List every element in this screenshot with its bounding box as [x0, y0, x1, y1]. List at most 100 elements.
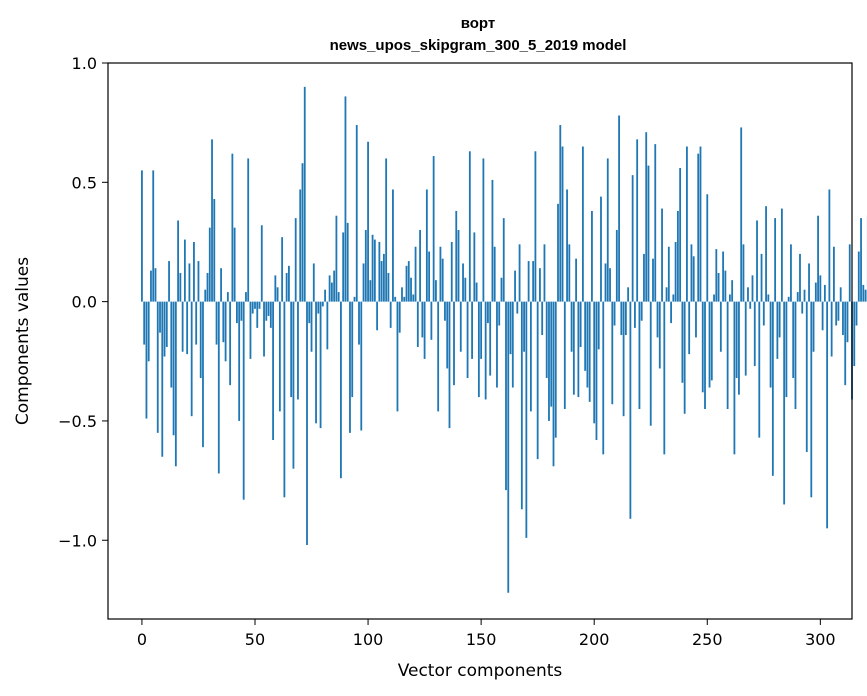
bar-45: [242, 301, 245, 500]
bar-159: [500, 277, 503, 302]
bar-50: [254, 301, 256, 309]
bar-93: [351, 301, 354, 398]
bar-292: [801, 301, 804, 314]
bar-126: [425, 189, 428, 302]
bar-129: [432, 156, 435, 302]
bar-138: [453, 301, 455, 386]
bar-209: [613, 301, 616, 326]
bar-61: [278, 301, 281, 412]
bar-29: [206, 272, 209, 302]
bar-223: [645, 132, 648, 302]
bar-90: [344, 96, 347, 302]
bar-199: [591, 210, 593, 302]
bar-150: [480, 301, 483, 359]
bar-220: [638, 301, 641, 410]
bar-188: [566, 189, 568, 302]
bar-92: [349, 301, 351, 433]
bar-63: [283, 301, 286, 498]
x-tick-label: 200: [579, 630, 610, 649]
bar-40: [231, 153, 234, 302]
bar-8: [159, 301, 161, 333]
bar-214: [624, 301, 627, 336]
bar-28: [204, 289, 207, 302]
bar-304: [828, 189, 831, 302]
bar-293: [803, 289, 806, 302]
bar-141: [459, 301, 462, 352]
bar-56: [267, 301, 270, 316]
bar-232: [665, 287, 668, 302]
bar-298: [814, 282, 817, 302]
bar-312: [846, 301, 849, 343]
bar-273: [758, 301, 761, 438]
bar-152: [484, 301, 487, 400]
bar-303: [826, 301, 829, 529]
bar-276: [765, 206, 767, 302]
bar-203: [600, 196, 602, 302]
bar-62: [281, 237, 284, 302]
bar-46: [245, 292, 247, 302]
bar-274: [760, 253, 763, 302]
bar-12: [168, 261, 170, 302]
bar-149: [477, 301, 480, 398]
bar-77: [315, 301, 317, 424]
bar-245: [695, 301, 697, 338]
bar-307: [835, 301, 838, 326]
bar-13: [170, 301, 173, 388]
bar-210: [615, 230, 618, 302]
bar-195: [581, 146, 584, 302]
bar-241: [686, 146, 688, 302]
bar-70: [299, 189, 302, 302]
bar-231: [663, 301, 666, 455]
bar-263: [735, 301, 738, 378]
bar-51: [256, 301, 259, 328]
bar-163: [509, 301, 512, 355]
bar-310: [842, 301, 844, 336]
bar-78: [317, 301, 320, 314]
bar-112: [394, 296, 397, 302]
bar-219: [636, 139, 639, 302]
bar-120: [412, 294, 415, 302]
bar-148: [475, 282, 478, 302]
bar-147: [473, 232, 476, 302]
bar-216: [629, 301, 632, 519]
bar-208: [611, 301, 614, 405]
bar-158: [498, 301, 501, 326]
bar-114: [398, 301, 401, 333]
bar-48: [249, 301, 252, 359]
x-tick-label: 50: [245, 630, 265, 649]
bar-288: [792, 301, 795, 378]
bar-194: [579, 301, 582, 347]
y-tick-label: 0.0: [72, 293, 97, 312]
bar-246: [697, 153, 700, 302]
bar-124: [421, 301, 424, 338]
bar-143: [464, 277, 467, 302]
bar-76: [312, 263, 315, 302]
bar-254: [715, 249, 718, 302]
bar-43: [238, 301, 241, 421]
bar-308: [837, 301, 840, 321]
y-axis-ticks: −1.0 −0.5 0.0 0.5 1.0: [58, 54, 108, 550]
bar-16: [177, 220, 180, 302]
bar-5: [152, 170, 155, 302]
bar-320: [864, 289, 867, 302]
bar-318: [860, 218, 862, 302]
bar-165: [514, 270, 516, 302]
bar-287: [790, 244, 792, 302]
bar-series: [141, 86, 867, 593]
bar-270: [751, 275, 754, 302]
bar-207: [609, 268, 611, 302]
bar-94: [353, 296, 356, 302]
bar-72: [303, 86, 306, 302]
bar-183: [554, 301, 557, 438]
bar-84: [330, 282, 333, 302]
chart-title-line1: ворт: [461, 15, 496, 32]
bar-137: [450, 241, 453, 302]
bar-104: [376, 301, 379, 331]
bar-115: [401, 287, 403, 302]
bar-204: [602, 301, 605, 455]
bar-244: [692, 256, 695, 302]
bar-166: [516, 301, 519, 314]
bar-6: [154, 268, 157, 302]
y-tick-label: −0.5: [58, 412, 97, 431]
bar-128: [430, 301, 433, 340]
